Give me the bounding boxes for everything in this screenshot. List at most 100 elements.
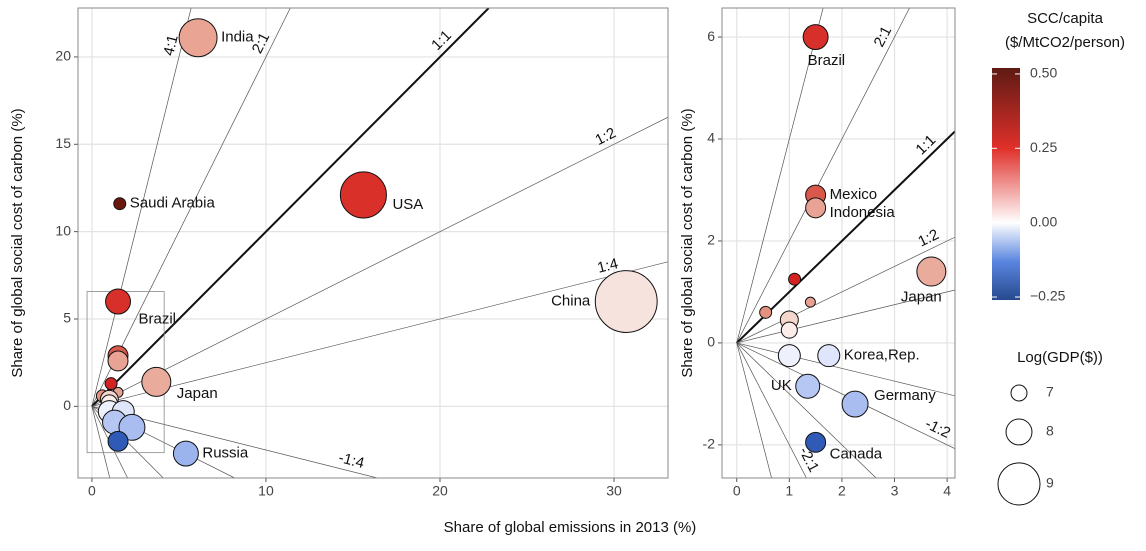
x-tick-label: 0	[88, 483, 96, 499]
y-tick-label: -2	[703, 436, 716, 452]
bubble	[916, 256, 947, 287]
y-tick-label: 4	[707, 130, 715, 146]
bubble	[788, 272, 802, 286]
ratio-line	[736, 236, 955, 344]
ratio-line	[736, 342, 807, 478]
ratio-lines	[736, 8, 955, 478]
points	[759, 24, 947, 453]
size-label: 8	[1046, 423, 1054, 439]
y-tick-label: 5	[63, 310, 71, 326]
bubble	[817, 344, 841, 368]
x-tick-label: 2	[838, 483, 846, 499]
size-label: 7	[1046, 384, 1054, 400]
size-key	[997, 462, 1041, 506]
y-tick-label: 0	[63, 397, 71, 413]
bubble	[172, 440, 199, 467]
panel: 0 1 2 3 4 -2 0 2 4 6 Share of global social cost o…	[679, 7, 956, 499]
bubble	[805, 197, 827, 219]
bubble	[104, 377, 118, 391]
y-tick-label: 6	[707, 28, 715, 44]
size-label: 9	[1046, 475, 1054, 491]
ratio-label: 4:1	[160, 33, 182, 57]
x-tick-label: 20	[432, 483, 448, 499]
ratio-label: 1:4	[596, 255, 620, 277]
point-label: Korea,Rep.	[844, 347, 920, 364]
panel: 0 10 20 30 0 5 10 15 20 Share of global social co…	[9, 7, 669, 499]
plot-border	[721, 7, 956, 479]
colorbar-label: 0.25	[1030, 139, 1057, 155]
point-label: Germany	[874, 387, 936, 404]
ratio-line	[736, 342, 955, 397]
ratio-line	[736, 289, 955, 344]
point-label: Russia	[202, 445, 249, 462]
colorbar	[992, 68, 1020, 300]
ratio-line	[91, 8, 490, 408]
point-label: UK	[771, 377, 792, 394]
bubble	[802, 24, 829, 51]
ratio-line	[736, 8, 910, 344]
ratio-line	[736, 130, 955, 344]
bubble	[805, 431, 827, 453]
x-tick-label: 30	[606, 483, 622, 499]
y-tick-label: 0	[707, 334, 715, 350]
bubble	[759, 305, 773, 319]
y-tick-label: 20	[55, 48, 71, 64]
colorbar-label: 0.00	[1030, 213, 1057, 229]
point-label: China	[551, 293, 591, 310]
bubble	[141, 366, 172, 397]
plot-background	[78, 8, 668, 478]
size-key	[1005, 418, 1033, 446]
y-tick-label: 2	[707, 232, 715, 248]
color-legend-title: ($/MtCO2/person)	[1005, 34, 1125, 51]
x-tick-label: 10	[258, 483, 274, 499]
y-tick-label: 10	[55, 222, 71, 238]
ratio-line	[736, 342, 772, 478]
point-label: Mexico	[830, 186, 878, 203]
point-label: Indonesia	[830, 204, 896, 221]
x-tick-label: 4	[943, 483, 951, 499]
ratio-line	[736, 342, 877, 478]
bubble	[795, 373, 821, 399]
y-axis-label: Share of global social cost of carbon (%…	[9, 108, 26, 377]
bubble	[113, 197, 127, 211]
ratio-line	[91, 116, 668, 407]
bubble	[777, 344, 801, 368]
y-tick-label: 15	[55, 135, 71, 151]
bubble	[118, 413, 146, 441]
bubble	[178, 18, 218, 58]
ratio-line	[91, 406, 111, 478]
x-tick-label: 1	[785, 483, 793, 499]
y-axis-label: Share of global social cost of carbon (%…	[679, 108, 696, 377]
x-axis-label: Share of global emissions in 2013 (%)	[444, 519, 697, 536]
bubble	[594, 270, 658, 333]
bubble	[107, 350, 129, 372]
point-label: Japan	[901, 289, 942, 306]
point-label: Canada	[830, 445, 883, 462]
ratio-line	[91, 8, 291, 407]
bubble	[105, 288, 132, 315]
bubble	[107, 430, 129, 452]
size-key	[1010, 384, 1028, 402]
point-label: Japan	[177, 385, 218, 402]
x-tick-label: 3	[891, 483, 899, 499]
x-tick-label: 0	[733, 483, 741, 499]
size-legend-title: Log(GDP($))	[1017, 349, 1103, 366]
ratio-line	[91, 261, 668, 407]
point-label: Saudi Arabia	[130, 195, 216, 212]
points	[95, 18, 658, 467]
point-label: Brazil	[808, 52, 846, 69]
ratio-label: -1:4	[337, 449, 366, 472]
bubble	[339, 171, 387, 219]
bubble	[780, 321, 798, 339]
ratio-line	[91, 8, 192, 407]
colorbar-label: 0.50	[1030, 65, 1057, 81]
bubble	[841, 390, 869, 418]
color-legend-title: SCC/capita	[1027, 10, 1104, 27]
ratio-line	[736, 8, 824, 344]
point-label: USA	[392, 196, 423, 213]
plot-border	[77, 7, 669, 479]
point-label: Brazil	[139, 311, 177, 328]
bubble	[804, 296, 816, 308]
colorbar-label: −0.25	[1030, 288, 1066, 304]
